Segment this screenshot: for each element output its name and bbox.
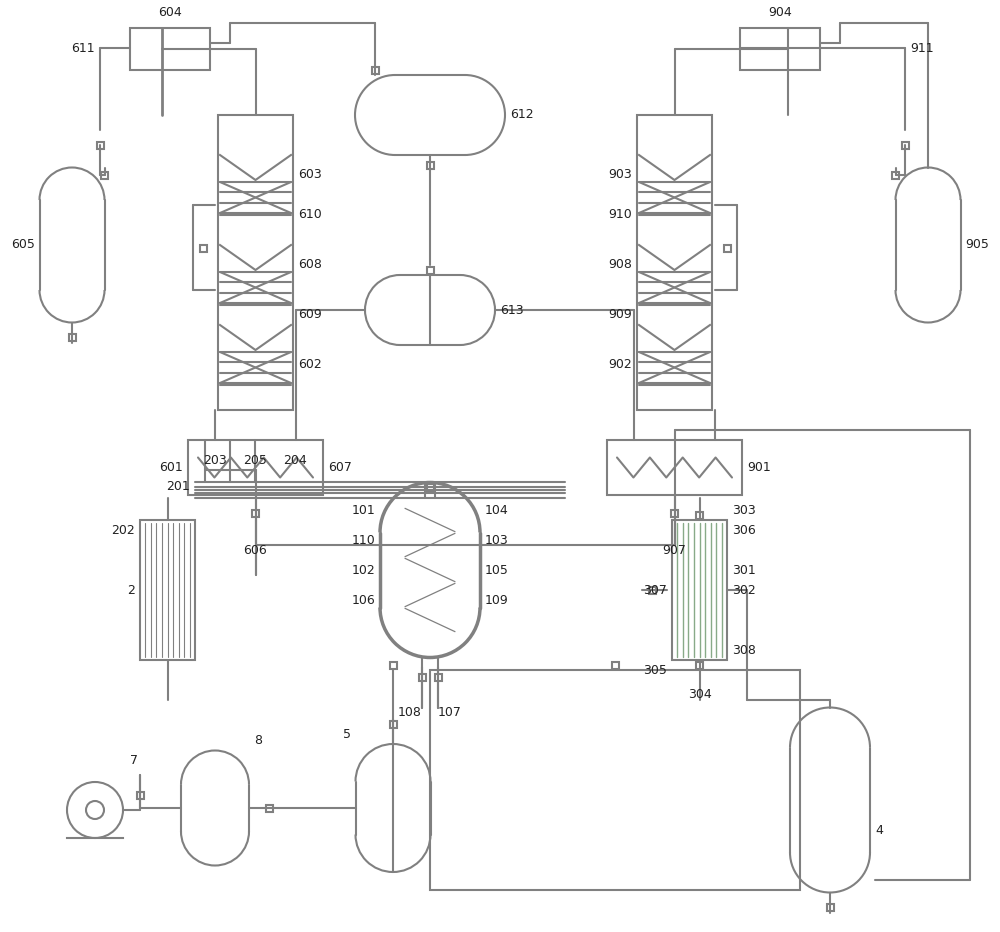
Text: 901: 901 <box>747 461 771 474</box>
Text: 7: 7 <box>130 753 138 766</box>
Bar <box>892 172 899 179</box>
Text: 305: 305 <box>643 664 667 677</box>
Text: 902: 902 <box>608 359 632 372</box>
Text: 8: 8 <box>254 734 262 747</box>
Text: 202: 202 <box>111 524 135 537</box>
Bar <box>672 520 727 660</box>
Text: 905: 905 <box>966 239 989 252</box>
Bar <box>426 161 434 169</box>
Text: 106: 106 <box>351 594 375 607</box>
Bar <box>671 510 678 516</box>
Text: 306: 306 <box>732 524 756 537</box>
Bar <box>266 804 272 812</box>
Bar <box>188 440 323 495</box>
Text: 607: 607 <box>328 461 352 474</box>
Text: 903: 903 <box>608 169 632 182</box>
Bar <box>637 115 712 410</box>
Text: 201: 201 <box>166 481 190 494</box>
Bar <box>612 662 618 668</box>
Text: 612: 612 <box>510 108 534 121</box>
Bar <box>902 142 908 148</box>
Text: 602: 602 <box>298 359 322 372</box>
Bar <box>390 662 396 668</box>
Bar <box>724 244 730 252</box>
Text: 308: 308 <box>732 643 756 656</box>
Text: 604: 604 <box>158 7 182 20</box>
Text: 608: 608 <box>298 258 322 271</box>
Text: 303: 303 <box>732 503 756 516</box>
Bar <box>200 244 207 252</box>
Bar <box>826 904 834 911</box>
Text: 304: 304 <box>688 689 711 702</box>
Text: 103: 103 <box>485 533 509 546</box>
Text: 101: 101 <box>351 503 375 516</box>
Bar <box>607 440 742 495</box>
Bar <box>696 512 703 518</box>
Bar <box>426 484 434 491</box>
Text: 601: 601 <box>159 461 183 474</box>
Text: 605: 605 <box>11 239 34 252</box>
Text: 603: 603 <box>298 169 322 182</box>
Text: 2: 2 <box>127 583 135 596</box>
Bar <box>426 267 434 273</box>
Text: 908: 908 <box>608 258 632 271</box>
Bar <box>136 791 144 799</box>
Text: 104: 104 <box>485 503 509 516</box>
Bar <box>252 510 259 516</box>
Text: 911: 911 <box>910 42 934 54</box>
Bar <box>372 66 378 74</box>
Bar <box>218 115 293 410</box>
Text: 307: 307 <box>643 583 667 596</box>
Text: 105: 105 <box>485 564 509 577</box>
Bar <box>130 28 210 70</box>
Text: 109: 109 <box>485 594 509 607</box>
Bar <box>430 670 800 890</box>
Text: 301: 301 <box>732 564 756 577</box>
Text: 904: 904 <box>768 7 792 20</box>
Text: 907: 907 <box>663 543 686 556</box>
Text: 606: 606 <box>244 543 267 556</box>
Text: 203: 203 <box>203 454 227 467</box>
Text: 613: 613 <box>500 304 524 317</box>
Text: 110: 110 <box>351 533 375 546</box>
Text: 205: 205 <box>243 454 267 467</box>
Text: 611: 611 <box>71 42 95 54</box>
Text: 909: 909 <box>608 308 632 322</box>
Bar <box>390 720 396 728</box>
Bar <box>696 662 703 668</box>
Text: 108: 108 <box>398 706 422 719</box>
Text: 4: 4 <box>875 824 883 837</box>
Bar <box>140 520 195 660</box>
Bar <box>101 172 108 179</box>
Text: 5: 5 <box>342 728 351 741</box>
Text: 910: 910 <box>608 209 632 222</box>
Text: 102: 102 <box>351 564 375 577</box>
Text: 107: 107 <box>438 706 462 719</box>
Text: 204: 204 <box>283 454 307 467</box>
Bar <box>740 28 820 70</box>
Bar <box>68 334 76 341</box>
Text: 302: 302 <box>732 583 756 596</box>
Text: 610: 610 <box>298 209 322 222</box>
Bar <box>648 586 656 594</box>
Bar <box>96 142 104 148</box>
Bar <box>434 674 442 681</box>
Bar <box>418 674 426 681</box>
Text: 609: 609 <box>298 308 322 322</box>
